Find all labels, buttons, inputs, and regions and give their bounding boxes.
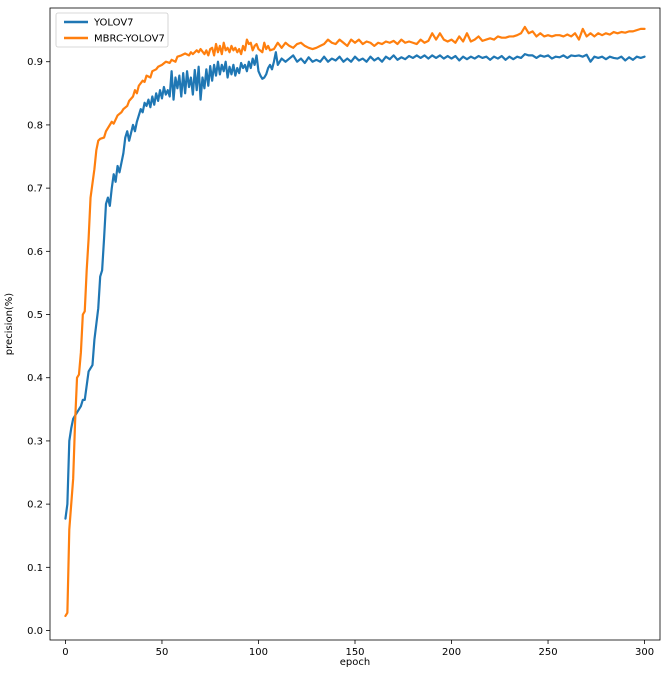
- legend-label-yolov7: YOLOV7: [93, 18, 134, 29]
- x-tick-label: 100: [249, 647, 268, 658]
- y-tick-label: 0.5: [27, 310, 43, 321]
- plot-area: [50, 8, 660, 640]
- legend: YOLOV7 MBRC-YOLOV7: [55, 12, 169, 48]
- y-tick-label: 0.6: [27, 247, 43, 258]
- y-tick-label: 0.7: [27, 184, 43, 195]
- x-axis-ticks: 0 50 100 150 200 250 300: [62, 640, 654, 658]
- x-tick-label: 0: [62, 647, 68, 658]
- y-tick-label: 0.0: [27, 626, 43, 637]
- y-axis-label: precision(%): [4, 293, 15, 356]
- y-axis-ticks: 0.0 0.1 0.2 0.3 0.4 0.5 0.6 0.7 0.8 0.9: [27, 57, 50, 637]
- series-line-mbrc-yolov7: [64, 25, 646, 618]
- legend-label-mbrc-yolov7: MBRC-YOLOV7: [94, 34, 165, 45]
- y-tick-label: 0.2: [27, 500, 43, 511]
- y-tick-label: 0.3: [27, 436, 43, 447]
- x-tick-label: 200: [442, 647, 461, 658]
- y-tick-label: 0.4: [27, 373, 43, 384]
- y-tick-label: 0.9: [27, 57, 43, 68]
- y-tick-label: 0.1: [27, 563, 43, 574]
- series-line-yolov7: [64, 51, 646, 520]
- x-axis-label: epoch: [340, 657, 370, 668]
- series-layer: [64, 25, 646, 618]
- y-tick-label: 0.8: [27, 120, 43, 131]
- x-tick-label: 150: [345, 647, 364, 658]
- x-tick-label: 250: [538, 647, 557, 658]
- x-tick-label: 300: [635, 647, 654, 658]
- x-tick-label: 50: [156, 647, 169, 658]
